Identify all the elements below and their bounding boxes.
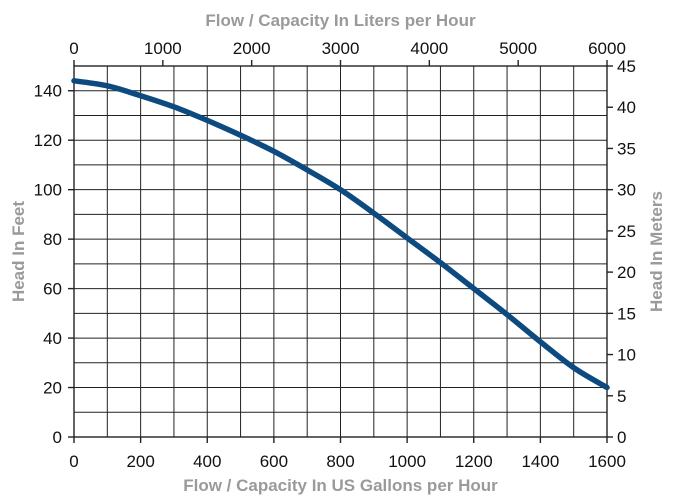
tick-marks <box>68 60 613 443</box>
y-tick-label: 60 <box>43 280 62 299</box>
y2-tick-label: 45 <box>617 57 636 76</box>
x2-tick-label: 4000 <box>410 39 448 58</box>
x-tick-label: 600 <box>260 452 288 471</box>
x-axis-tick-labels: 0 200 400 600 800 1000 1200 1400 1600 <box>69 452 626 471</box>
y2-tick-label: 30 <box>617 181 636 200</box>
y2-tick-label: 10 <box>617 346 636 365</box>
head-flow-curve <box>71 78 610 391</box>
y2-tick-label: 15 <box>617 304 636 323</box>
y2-tick-label: 0 <box>617 428 626 447</box>
y-tick-label: 20 <box>43 379 62 398</box>
y2-tick-label: 35 <box>617 139 636 158</box>
y-tick-label: 0 <box>53 428 62 447</box>
x-tick-label: 200 <box>126 452 154 471</box>
x-tick-label: 1000 <box>388 452 426 471</box>
x2-tick-label: 3000 <box>322 39 360 58</box>
x-tick-label: 400 <box>193 452 221 471</box>
grid-lines <box>74 66 607 437</box>
x-tick-label: 1600 <box>588 452 626 471</box>
x-tick-label: 1400 <box>521 452 559 471</box>
y2-tick-label: 25 <box>617 222 636 241</box>
y-axis-tick-labels: 0 20 40 60 80 100 120 140 <box>34 82 62 447</box>
x-axis-title: Flow / Capacity In US Gallons per Hour <box>183 476 498 495</box>
y2-axis-title: Head In Meters <box>647 191 666 312</box>
y-axis-title: Head In Feet <box>9 201 28 302</box>
x2-tick-label: 5000 <box>499 39 537 58</box>
x2-tick-label: 0 <box>69 39 78 58</box>
y2-tick-label: 5 <box>617 387 626 406</box>
x2-axis-title: Flow / Capacity In Liters per Hour <box>205 11 476 30</box>
x-tick-label: 0 <box>69 452 78 471</box>
y-tick-label: 80 <box>43 230 62 249</box>
y2-axis-tick-labels: 0 5 10 15 20 25 30 35 40 45 <box>617 57 636 447</box>
y2-tick-label: 40 <box>617 98 636 117</box>
y-tick-label: 100 <box>34 181 62 200</box>
x2-tick-label: 1000 <box>144 39 182 58</box>
x2-tick-label: 6000 <box>588 39 626 58</box>
y-tick-label: 140 <box>34 82 62 101</box>
y-tick-label: 40 <box>43 329 62 348</box>
x-tick-label: 1200 <box>455 452 493 471</box>
x-tick-label: 800 <box>326 452 354 471</box>
y2-tick-label: 20 <box>617 263 636 282</box>
y-tick-label: 120 <box>34 131 62 150</box>
x2-tick-label: 2000 <box>233 39 271 58</box>
x2-axis-tick-labels: 0 1000 2000 3000 4000 5000 6000 <box>69 39 626 58</box>
